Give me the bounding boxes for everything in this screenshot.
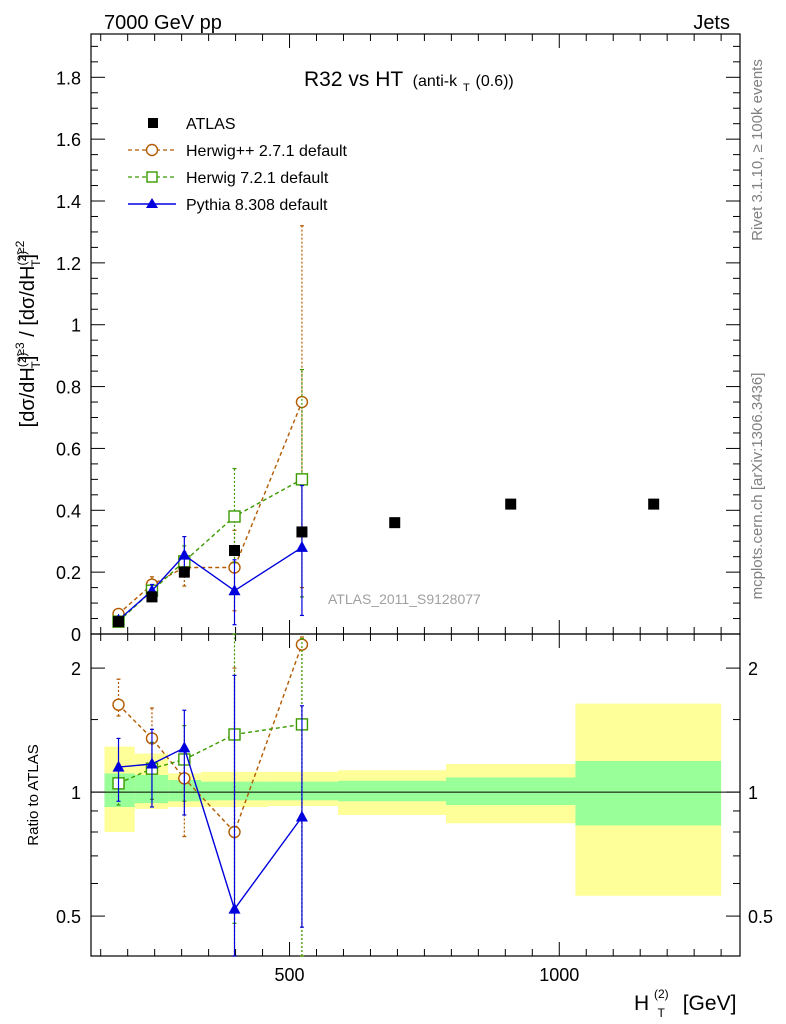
main-pythia-point	[228, 584, 241, 596]
ratio-y-tick-label-right: 1	[748, 783, 758, 803]
ratio-herwigpp-point	[295, 638, 309, 651]
ratio-band-green-7	[575, 760, 722, 826]
y-tick-label: 0.8	[56, 378, 81, 398]
ratio-pythia-point	[295, 810, 308, 822]
x-axis-label-main: H	[634, 992, 649, 1015]
y-tick-label: 1.6	[56, 130, 81, 150]
axes: 0 0.2 0.4 0.6 0.8 1 1.2 1.4 1.6 1.8 0.5 0.5 1 1 2 2 500 1…	[56, 34, 773, 985]
main-herwig7-line	[118, 478, 303, 623]
legend-label-herwig7: Herwig 7.2.1 default	[186, 170, 329, 187]
ratio-y-tick-label-right: 2	[748, 659, 758, 679]
ratio-band-green-5	[338, 780, 446, 802]
y-axis-label: [dσ/dH(2)T]≥3 / [dσ/dH(2)T]≥2	[13, 240, 43, 427]
ratio-pythia-point	[145, 757, 158, 769]
header-left: 7000 GeV pp	[104, 12, 222, 34]
main-atlas-point	[648, 498, 660, 510]
y-tick-label: 0.6	[56, 439, 81, 459]
main-pythia-point	[295, 540, 308, 552]
legend-marker-pythia	[146, 198, 158, 208]
x-tick-label: 1000	[539, 965, 579, 985]
y-tick-label: 1	[71, 316, 81, 336]
main-herwigpp-point	[295, 395, 309, 409]
ratio-y-tick-label: 2	[71, 659, 81, 679]
legend: ATLAS Herwig++ 2.7.1 default Herwig 7.2.…	[128, 116, 348, 214]
series-layer	[112, 225, 660, 957]
ratio-herwigpp-point	[112, 698, 125, 711]
y-tick-label: 0.2	[56, 563, 81, 583]
header-right: Jets	[693, 12, 730, 34]
x-axis-label-sup: (2)	[654, 987, 669, 1001]
y-axis-label-group: [dσ/dH(2)T]≥3 / [dσ/dH(2)T]≥2	[13, 240, 43, 427]
y-tick-label: 0	[71, 625, 81, 645]
y-tick-label: 1.2	[56, 254, 81, 274]
ratio-bands	[91, 703, 740, 896]
legend-marker-herwigpp	[145, 143, 159, 157]
chart-title-sub: (anti-k	[413, 73, 458, 90]
y-tick-label: 1.4	[56, 192, 81, 212]
x-axis-label: H (2) T [GeV]	[634, 980, 736, 1022]
x-axis-label-sub: T	[658, 1006, 666, 1020]
x-axis-label-unit: [GeV]	[683, 992, 737, 1015]
ratio-panel-frame	[90, 633, 741, 957]
chart-title: R32 vs HT (anti-k T (0.6))	[304, 68, 514, 96]
x-tick-label: 500	[275, 965, 305, 985]
main-herwig7-point	[228, 510, 241, 523]
ratio-band-green-4	[267, 781, 339, 801]
main-atlas-point	[113, 616, 125, 628]
ratio-pythia-point	[228, 902, 241, 914]
main-herwig7-point	[295, 473, 309, 486]
ratio-pythia-point	[112, 760, 125, 772]
chart-title-sub-index: T	[463, 82, 470, 94]
legend-marker-herwig7	[146, 171, 158, 183]
y-tick-label: 1.8	[56, 68, 81, 88]
ratio-pythia-point	[178, 741, 191, 753]
main-atlas-point	[296, 526, 308, 538]
ratio-y-tick-label: 1	[71, 783, 81, 803]
ratio-y-axis-label: Ratio to ATLAS	[25, 744, 42, 845]
main-atlas-point	[505, 498, 517, 510]
ratio-y-tick-label: 0.5	[56, 907, 81, 927]
main-atlas-point	[146, 591, 158, 603]
legend-label-atlas: ATLAS	[186, 116, 236, 133]
main-atlas-point	[178, 566, 190, 578]
chart-title-main: R32 vs HT	[304, 68, 403, 91]
main-herwigpp-line	[118, 401, 303, 615]
side-text-lower: mcplots.cern.ch [arXiv:1306.3436]	[749, 373, 766, 600]
side-text-upper: Rivet 3.1.10, ≥ 100k events	[749, 59, 766, 241]
legend-label-herwigpp: Herwig++ 2.7.1 default	[186, 143, 348, 160]
y-tick-label: 0.4	[56, 501, 81, 521]
main-atlas-point	[229, 544, 241, 556]
main-atlas-point	[389, 517, 401, 529]
chart-title-sub-tail: (0.6))	[476, 73, 514, 90]
legend-marker-atlas	[148, 118, 158, 128]
legend-label-pythia: Pythia 8.308 default	[186, 197, 328, 214]
main-pythia-point	[178, 548, 191, 560]
ratio-band-green-6	[445, 777, 576, 806]
analysis-watermark: ATLAS_2011_S9128077	[328, 591, 481, 607]
ratio-y-tick-label-right: 0.5	[748, 907, 773, 927]
